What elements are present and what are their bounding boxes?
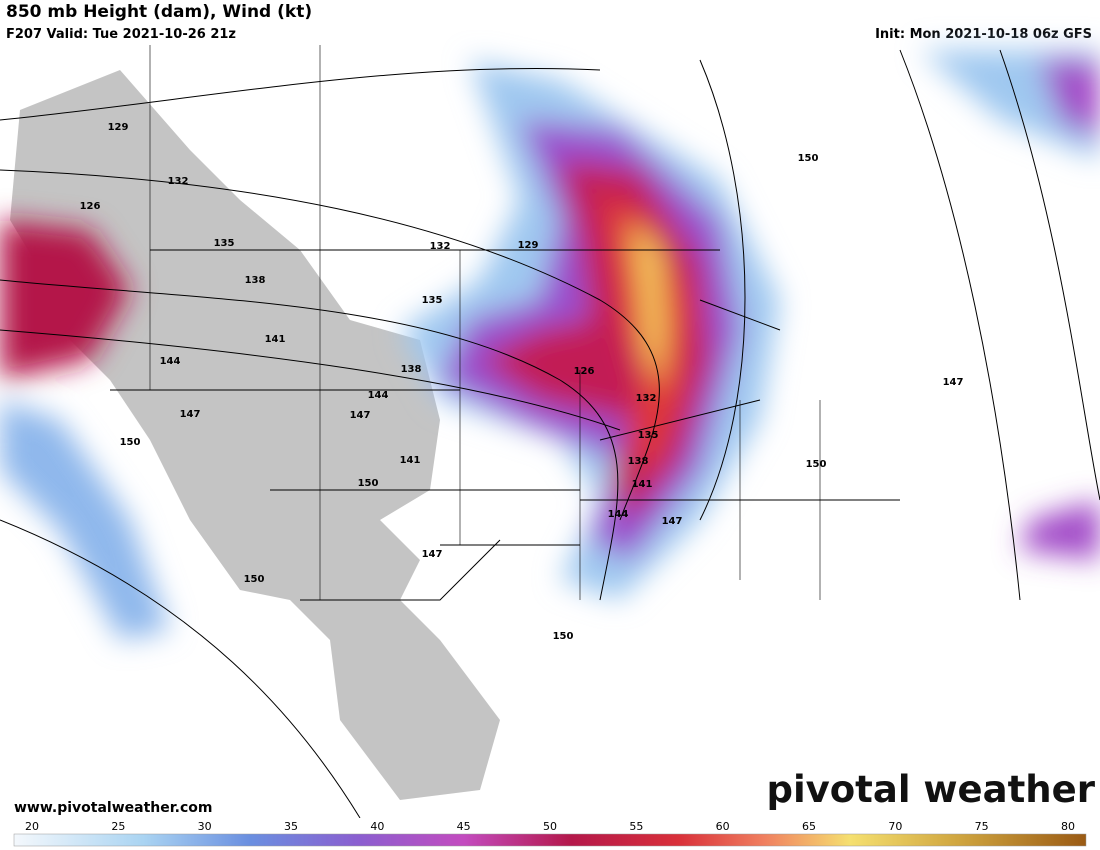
colorbar-tick-label: 50 [543, 820, 557, 833]
contour-label: 141 [265, 334, 286, 345]
contour-label: 129 [518, 240, 539, 251]
contour-label: 141 [632, 479, 653, 490]
colorbar-tick-label: 55 [629, 820, 643, 833]
terrain [10, 70, 500, 800]
contour-label: 150 [358, 478, 379, 489]
contour-label: 138 [245, 275, 266, 286]
contour-label: 135 [638, 430, 659, 441]
colorbar-ticks: 20 25 30 35 40 45 50 55 60 65 70 75 80 [25, 820, 1075, 833]
contour-label: 150 [806, 459, 827, 470]
contour-label: 126 [574, 366, 595, 377]
colorbar-tick-label: 65 [802, 820, 816, 833]
colorbar-tick-label: 75 [975, 820, 989, 833]
contour-label: 150 [120, 437, 141, 448]
map-title: 850 mb Height (dam), Wind (kt) [6, 2, 313, 22]
contour-label: 147 [350, 410, 371, 421]
contour-label: 150 [553, 631, 574, 642]
contour-labels: 129 132 126 135 138 141 144 147 150 132 129 135 138 1… [80, 122, 964, 642]
contour-label: 138 [401, 364, 422, 375]
colorbar-tick-label: 30 [198, 820, 212, 833]
colorbar-tick-label: 70 [888, 820, 902, 833]
colorbar-tick-label: 25 [111, 820, 125, 833]
logo: pivotal weather [766, 768, 1095, 811]
colorbar [13, 833, 1087, 847]
contour-label: 141 [400, 455, 421, 466]
colorbar-tick-label: 20 [25, 820, 39, 833]
contour-label: 135 [214, 238, 235, 249]
colorbar-tick-label: 45 [457, 820, 471, 833]
boundaries [0, 45, 1100, 819]
contour-label: 144 [160, 356, 181, 367]
contour-label: 129 [108, 122, 129, 133]
map-area [0, 45, 1100, 819]
contour-label: 126 [80, 201, 101, 212]
contour-label: 150 [244, 574, 265, 585]
site-url: www.pivotalweather.com [14, 800, 213, 816]
contour-label: 144 [608, 509, 629, 520]
contour-label: 135 [422, 295, 443, 306]
init-time: Init: Mon 2021-10-18 06z GFS [875, 27, 1092, 42]
contour-label: 150 [798, 153, 819, 164]
contour-label: 147 [662, 516, 683, 527]
colorbar-tick-label: 35 [284, 820, 298, 833]
contour-label: 144 [368, 390, 389, 401]
colorbar-tick-label: 80 [1061, 820, 1075, 833]
contour-label: 132 [168, 176, 189, 187]
contour-label: 132 [430, 241, 451, 252]
contour-label: 147 [943, 377, 964, 388]
colorbar-tick-label: 40 [370, 820, 384, 833]
contour-label: 138 [628, 456, 649, 467]
valid-time: F207 Valid: Tue 2021-10-26 21z [6, 27, 236, 42]
wind-shading [0, 50, 1100, 640]
contour-label: 147 [422, 549, 443, 560]
colorbar-tick-label: 60 [716, 820, 730, 833]
contour-label: 132 [636, 393, 657, 404]
contour-label: 147 [180, 409, 201, 420]
